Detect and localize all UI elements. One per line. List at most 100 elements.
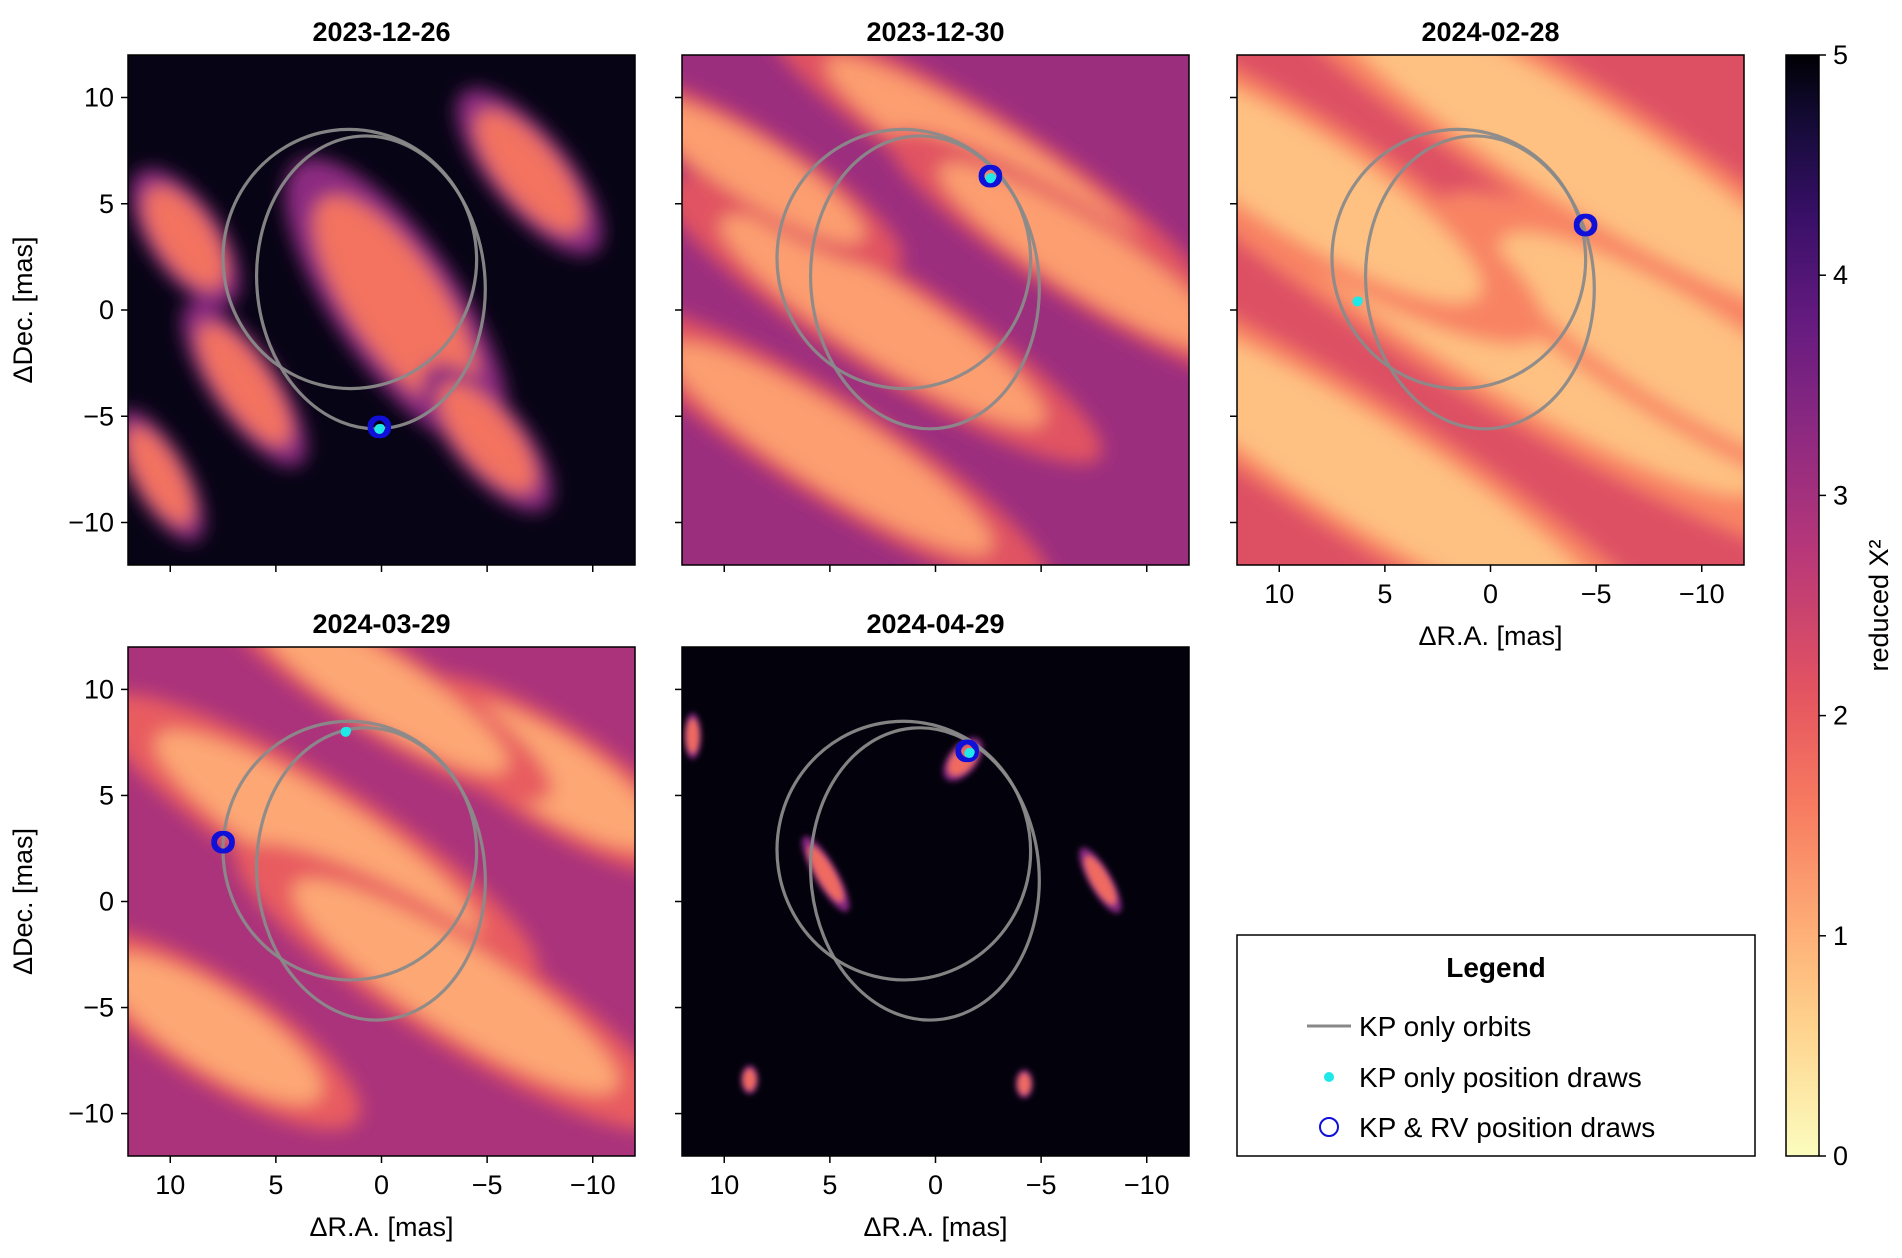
kp-only-position-draw	[1354, 296, 1363, 305]
kp-rv-position-draw	[214, 832, 235, 854]
heatmap-peak	[197, 323, 291, 446]
kp-rv-position-draw	[981, 166, 1003, 188]
y-tick-label: −5	[83, 401, 114, 431]
heatmap-peak	[313, 195, 479, 412]
x-tick-label: 5	[822, 1170, 837, 1200]
orbit-line	[1363, 134, 1596, 431]
heatmap-peak	[743, 1069, 756, 1091]
panel-title: 2024-04-29	[866, 609, 1004, 639]
legend-dot-icon	[1324, 1072, 1334, 1082]
y-axis-label: ΔDec. [mas]	[8, 828, 38, 975]
colorbar-tick-label: 2	[1833, 701, 1848, 731]
heatmap	[682, 647, 1189, 1156]
kp-only-position-draw	[966, 748, 975, 757]
colorbar-tick-label: 4	[1833, 260, 1848, 290]
y-tick-label: 10	[84, 83, 114, 113]
position-draws	[978, 164, 1003, 188]
heatmap-peak	[128, 426, 193, 525]
x-axis-label: ΔR.A. [mas]	[1418, 621, 1562, 651]
panel-title: 2023-12-30	[866, 17, 1004, 47]
position-draws	[955, 739, 979, 763]
x-tick-label: 10	[1264, 579, 1294, 609]
kp-only-position-draw	[343, 726, 352, 735]
legend-entry-label: KP only orbits	[1359, 1011, 1531, 1042]
heatmap-peak	[1084, 856, 1116, 905]
x-axis-label: ΔR.A. [mas]	[309, 1212, 453, 1242]
panel-2024-04-29: 2024-04-29 10 5 0 −5 −10 ΔR.A. [mas]	[675, 609, 1190, 1242]
heatmap	[128, 55, 635, 565]
orbits	[221, 719, 487, 1022]
orbit-line	[1330, 127, 1588, 391]
legend-entry-label: KP & RV position draws	[1359, 1112, 1655, 1143]
heatmap-peak	[438, 382, 536, 493]
orbit-line	[808, 726, 1041, 1022]
colorbar-label: reduced Χ²	[1864, 539, 1894, 671]
x-tick-label: −10	[570, 1170, 616, 1200]
panel-2023-12-26: 2023-12-26 10 5 0 −5 −10 ΔDec. [mas]	[8, 17, 636, 572]
x-tick-label: −10	[1679, 579, 1725, 609]
heatmap	[1237, 55, 1744, 565]
legend-entry-label: KP only position draws	[1359, 1062, 1642, 1093]
x-tick-label: 0	[374, 1170, 389, 1200]
x-tick-label: −5	[1581, 579, 1612, 609]
colorbar-tick-label: 3	[1833, 480, 1848, 510]
orbits	[1330, 127, 1596, 431]
orbit-line	[808, 134, 1041, 431]
x-tick-label: 0	[1483, 579, 1498, 609]
legend-title: Legend	[1446, 952, 1546, 983]
kp-rv-position-draw	[370, 417, 392, 439]
heatmap-peak	[938, 162, 1189, 351]
y-axis-label: ΔDec. [mas]	[8, 236, 38, 383]
colorbar-tick-label: 1	[1833, 921, 1848, 951]
heatmap	[682, 55, 1189, 565]
y-tick-label: 0	[99, 295, 114, 325]
orbits	[775, 127, 1041, 431]
orbit-line	[221, 127, 479, 391]
heatmap-peak	[475, 110, 584, 234]
position-draws	[211, 726, 352, 854]
heatmap-peak	[292, 879, 619, 1094]
legend-open-circle-icon	[1319, 1117, 1339, 1137]
colorbar: 0 1 2 3 4 5 reduced Χ²	[1785, 40, 1894, 1171]
x-tick-label: −5	[1026, 1170, 1057, 1200]
heatmap-peak	[128, 954, 322, 1104]
position-draws	[367, 415, 392, 439]
x-tick-label: 0	[928, 1170, 943, 1200]
orbits	[775, 719, 1041, 1022]
panel-title: 2024-03-29	[312, 609, 450, 639]
panel-2023-12-30: 2023-12-30	[675, 17, 1190, 572]
y-tick-label: 5	[99, 189, 114, 219]
kp-only-position-draw	[376, 424, 385, 432]
colorbar-tick-label: 5	[1833, 40, 1848, 70]
heatmap-peaks	[1237, 55, 1744, 565]
panel-2024-02-28: 2024-02-28 10 5 0 −5 −10 ΔR.A. [mas]	[1230, 17, 1745, 651]
x-tick-label: 5	[268, 1170, 283, 1200]
y-tick-label: −10	[68, 508, 114, 538]
colorbar-gradient	[1785, 54, 1820, 1157]
heatmap-peak	[808, 846, 844, 902]
heatmap-peak	[1499, 232, 1744, 473]
x-tick-label: −10	[1124, 1170, 1170, 1200]
orbit-line	[775, 127, 1033, 391]
colorbar-tick-label: 0	[1833, 1141, 1848, 1171]
heatmap-peak	[144, 186, 226, 289]
position-draws	[1352, 213, 1598, 307]
y-tick-label: −10	[68, 1099, 114, 1129]
panel-2024-03-29: 2024-03-29 10 5 0 −5 −10 10 5 0 −5 −10 ΔR.A. [mas] Δ…	[8, 609, 636, 1242]
x-tick-label: 10	[709, 1170, 739, 1200]
y-tick-label: 5	[99, 780, 114, 810]
orbit-line	[221, 719, 479, 982]
kp-rv-position-draw	[1576, 215, 1598, 237]
kp-only-position-draw	[987, 173, 996, 182]
x-axis-label: ΔR.A. [mas]	[863, 1212, 1007, 1242]
x-tick-label: 10	[155, 1170, 185, 1200]
heatmap-peak	[682, 100, 865, 244]
y-tick-label: 10	[84, 674, 114, 704]
y-tick-label: 0	[99, 887, 114, 917]
panels: 2023-12-26 10 5 0 −5 −10 ΔDec. [mas] 2023-12-30…	[8, 17, 1745, 1242]
panel-title: 2023-12-26	[312, 17, 450, 47]
heatmap-peaks	[128, 88, 603, 542]
heatmap-peak	[1017, 1073, 1031, 1095]
y-tick-label: −5	[83, 993, 114, 1023]
